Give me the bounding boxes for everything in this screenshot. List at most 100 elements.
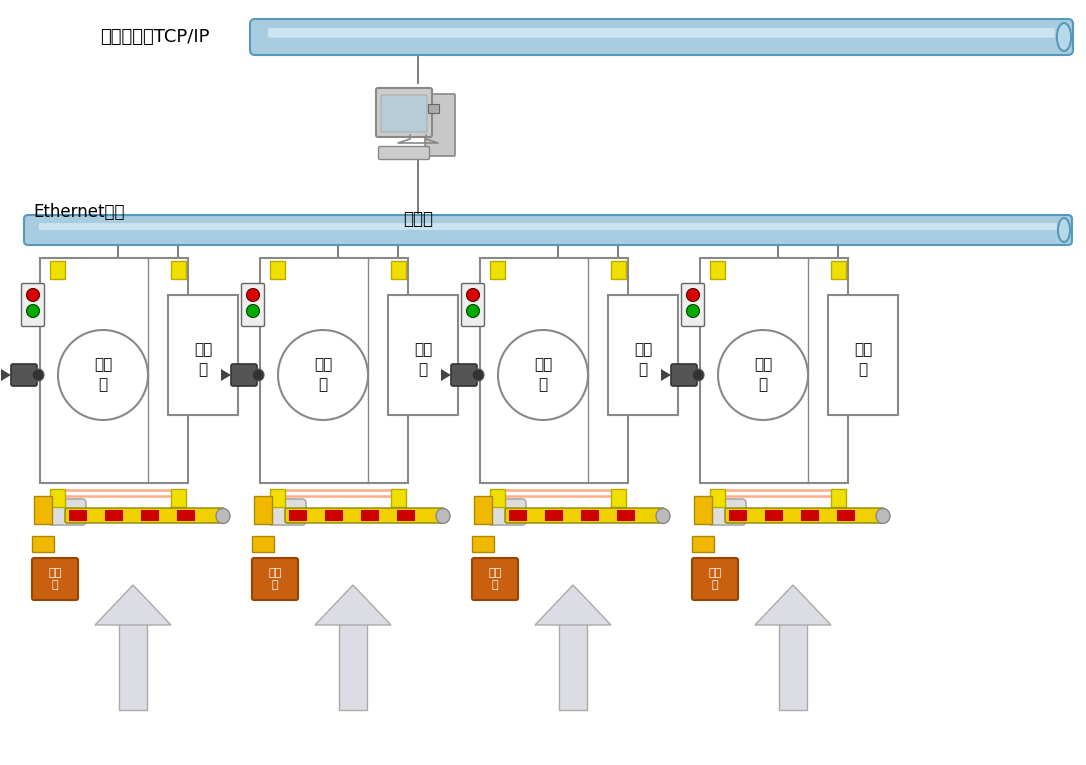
Ellipse shape [216,509,230,523]
Text: 工控机: 工控机 [403,210,433,228]
Text: 读写
器: 读写 器 [708,568,721,591]
FancyBboxPatch shape [31,558,78,600]
Circle shape [278,330,368,420]
FancyBboxPatch shape [168,295,238,415]
Circle shape [58,330,148,420]
Text: 控制
柜: 控制 柜 [854,343,872,377]
FancyBboxPatch shape [11,364,37,386]
Bar [710,489,725,507]
FancyBboxPatch shape [488,499,526,525]
Bar [509,510,527,521]
Bar [490,489,505,507]
Ellipse shape [1057,23,1071,51]
Polygon shape [755,585,831,625]
Circle shape [686,288,699,301]
Bar [289,510,307,521]
Bar [729,510,747,521]
Bar [252,536,274,552]
Bar [710,261,725,279]
Bar [270,489,285,507]
FancyBboxPatch shape [429,105,440,113]
Polygon shape [1,369,11,381]
FancyBboxPatch shape [252,558,298,600]
Circle shape [692,369,704,381]
FancyBboxPatch shape [231,364,257,386]
FancyBboxPatch shape [48,499,86,525]
Bar [545,510,563,521]
FancyBboxPatch shape [381,95,427,132]
Bar [611,489,626,507]
FancyBboxPatch shape [828,295,898,415]
Bar [254,496,272,524]
FancyBboxPatch shape [22,284,45,327]
Bar [581,510,599,521]
Bar [801,510,819,521]
Bar [617,510,635,521]
Polygon shape [441,369,451,381]
Text: 控制
柜: 控制 柜 [634,343,652,377]
Bar [611,261,626,279]
FancyBboxPatch shape [671,364,697,386]
Bar [171,261,186,279]
Bar [339,623,367,710]
Text: 公司局域网TCP/IP: 公司局域网TCP/IP [100,28,210,46]
FancyBboxPatch shape [608,295,678,415]
Circle shape [467,304,480,317]
FancyBboxPatch shape [40,258,188,483]
Circle shape [26,304,39,317]
Bar [31,536,54,552]
Circle shape [247,304,260,317]
FancyBboxPatch shape [65,508,225,523]
Bar [70,510,87,521]
Bar [472,536,494,552]
Text: 散装
头: 散装 头 [534,357,552,392]
Polygon shape [94,585,171,625]
Bar [105,510,123,521]
FancyBboxPatch shape [700,258,848,483]
FancyBboxPatch shape [388,295,458,415]
Text: 读写
器: 读写 器 [268,568,281,591]
Bar [837,510,855,521]
Circle shape [498,330,588,420]
Text: 散装
头: 散装 头 [754,357,772,392]
Circle shape [247,288,260,301]
Bar [831,261,846,279]
FancyBboxPatch shape [692,558,738,600]
Bar [397,510,415,521]
Bar [50,489,65,507]
FancyBboxPatch shape [39,223,1057,230]
Ellipse shape [435,509,450,523]
Bar [559,623,588,710]
Text: 控制
柜: 控制 柜 [414,343,432,377]
Polygon shape [661,369,671,381]
FancyBboxPatch shape [379,147,429,159]
Bar [831,489,846,507]
Polygon shape [535,585,611,625]
Polygon shape [315,585,391,625]
FancyBboxPatch shape [708,499,746,525]
Bar [171,489,186,507]
Ellipse shape [1058,218,1070,242]
FancyBboxPatch shape [505,508,665,523]
Bar [391,261,406,279]
FancyBboxPatch shape [462,284,484,327]
Bar [490,261,505,279]
FancyBboxPatch shape [376,88,432,137]
Text: 散装
头: 散装 头 [93,357,112,392]
FancyBboxPatch shape [725,508,885,523]
Text: 散装
头: 散装 头 [314,357,332,392]
Circle shape [467,288,480,301]
Bar [361,510,379,521]
FancyBboxPatch shape [285,508,445,523]
Bar [325,510,343,521]
FancyBboxPatch shape [250,19,1073,55]
Circle shape [718,330,808,420]
Circle shape [472,369,484,381]
Bar [141,510,159,521]
Circle shape [686,304,699,317]
Bar [779,623,807,710]
Bar [473,496,492,524]
Bar [50,261,65,279]
FancyBboxPatch shape [425,94,455,156]
FancyBboxPatch shape [241,284,265,327]
